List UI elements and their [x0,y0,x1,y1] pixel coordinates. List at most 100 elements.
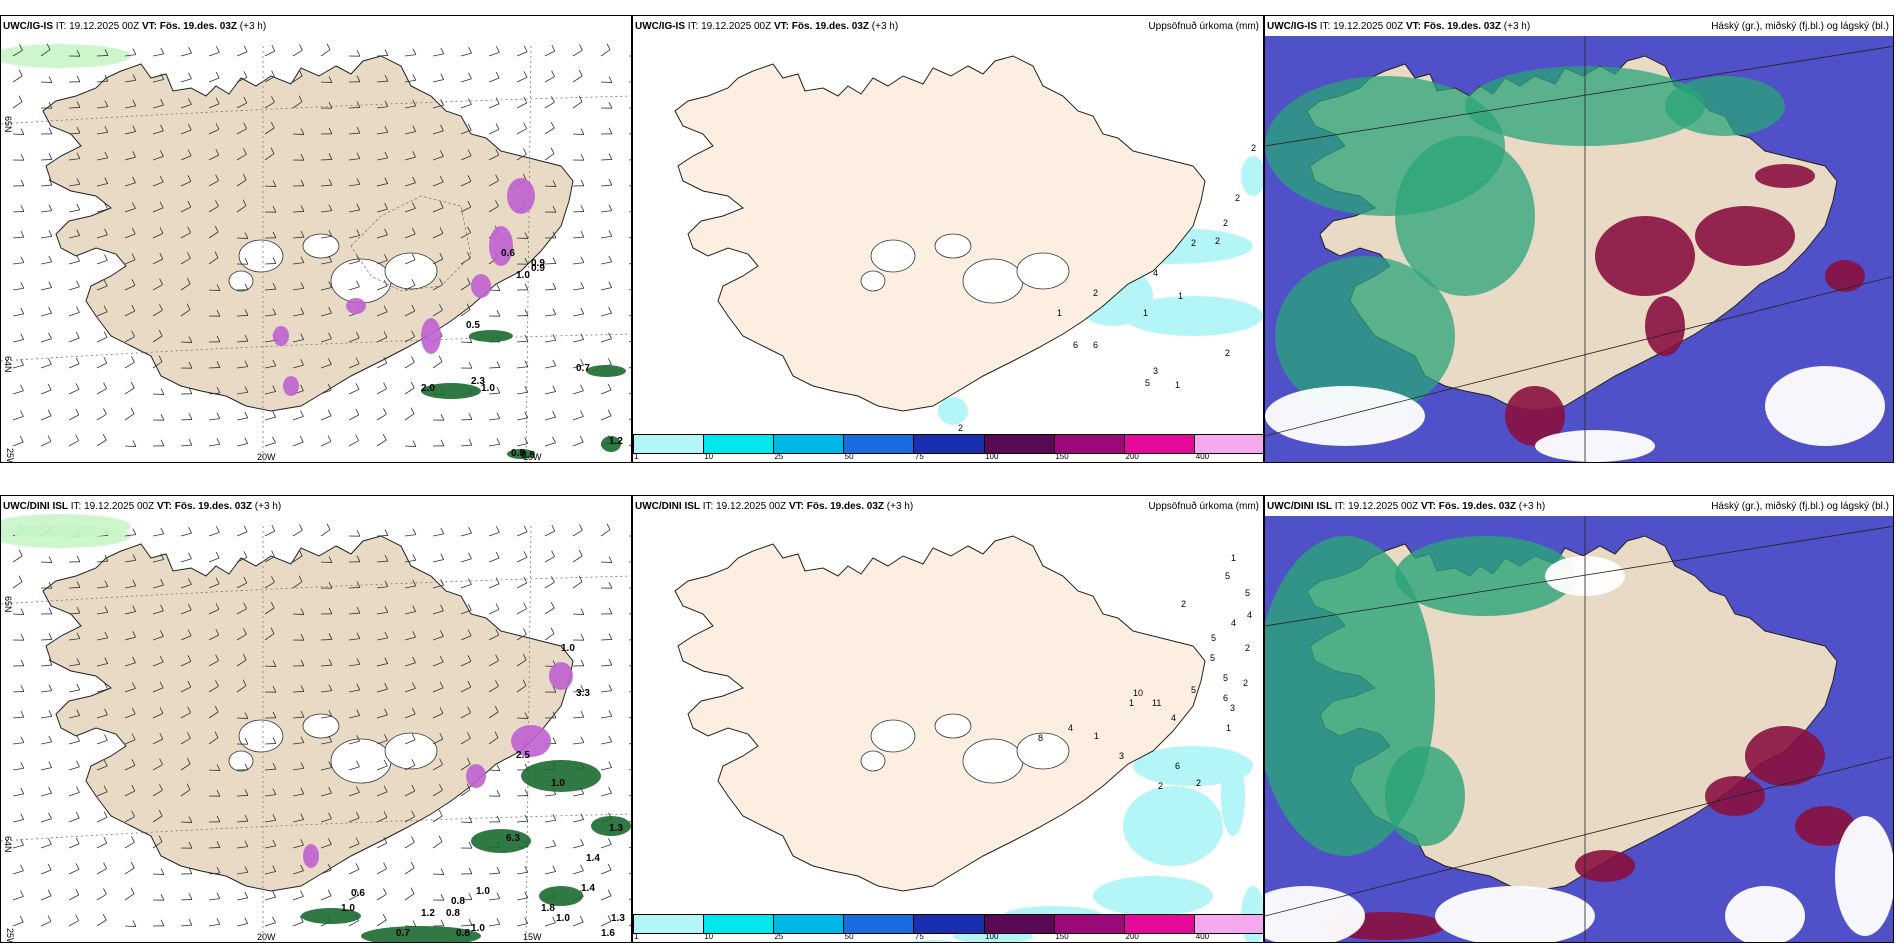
wind-barb-shaft [432,584,444,589]
wind-barb-shaft [152,104,164,109]
wind-barb-feather [579,44,583,51]
precip-value-label: 2 [1196,778,1201,788]
wind-barb-shaft [208,872,220,875]
wind-barb-shaft [180,129,192,135]
wind-barb-feather [75,888,80,896]
wind-barb-shaft [96,208,108,213]
wind-barb-feather [551,524,556,532]
wind-barb-feather [355,811,360,819]
panel-header: UWC/IG-IS IT: 19.12.2025 00Z VT: Fös. 19… [1267,21,1530,32]
wind-barb-feather [214,251,219,258]
wind-barb-shaft [516,795,529,797]
wind-barb-feather [299,435,304,443]
colorbar-tick: 25 [773,932,843,942]
wind-barb-feather [215,174,219,181]
wind-barb-feather [578,575,583,582]
wind-barb-feather [328,684,333,691]
wind-barb-feather [187,252,191,259]
precip-value-label: 1 [1175,380,1180,390]
wind-barb-shaft [516,871,528,875]
wind-barb-feather [440,630,444,637]
wind-barb-shaft [628,185,631,187]
wind-barb-feather [551,96,555,103]
colorbar-segment [844,915,915,933]
wind-barb-shaft [544,263,557,265]
wind-barb-feather [468,842,473,849]
wind-label: 1.6 [601,928,615,939]
wind-barb-shaft [208,418,220,421]
wind-barb-feather [188,842,193,849]
lead-time: (+3 h) [239,21,267,32]
low-cloud [1575,850,1635,882]
wind-barb-shaft [292,287,304,291]
wind-barb-feather [468,918,473,926]
wind-barb-shaft [264,530,275,537]
wind-barb-feather [244,840,249,847]
wind-barb-feather [580,813,585,820]
wind-barb-shaft [376,611,388,615]
wind-barb-shaft [348,689,360,693]
wind-barb-shaft [264,391,276,395]
wind-barb-shaft [600,715,612,719]
wind-barb-feather [272,814,277,821]
wind-barb-shaft [236,391,248,395]
wind-label: 6.3 [506,833,520,844]
wind-barb-shaft [404,867,415,875]
wind-barb-shaft [460,78,472,83]
wind-barb-feather [524,309,529,316]
wind-barb-shaft [376,439,387,447]
wind-barb-feather [188,336,193,343]
wind-barb-feather [132,682,136,689]
wind-barb-feather [215,200,219,207]
colorbar-tick-label: 50 [844,932,854,941]
wind-barb-shaft [96,285,108,291]
precip-value-label: 11 [1152,698,1161,708]
colorbar-segment [1054,915,1125,933]
wind-barb-feather [103,888,107,895]
wind-barb-shaft [180,821,193,823]
wind-barb-feather [131,330,135,337]
wind-barb-feather [300,307,305,315]
wind-barb-feather [495,680,499,687]
colorbar-tick-label: 1 [634,932,639,941]
colorbar-tick-label: 10 [704,452,714,461]
wind-barb-feather [384,254,388,261]
wind-barb-shaft [292,767,304,771]
wind-barb-shaft [572,416,584,421]
glacier [934,233,972,259]
wind-barb-feather [356,734,360,742]
wind-barb-shaft [40,639,53,641]
wind-barb-shaft [376,208,388,213]
wind-barb-shaft [516,582,527,589]
wind-barb-shaft [320,529,331,537]
precip-value-label: 4 [1153,268,1158,278]
wind-barb-feather [188,46,192,54]
wind-barb-shaft [124,259,136,265]
wind-barb-feather [327,435,332,442]
wind-barb-shaft [544,153,555,161]
wind-barb-shaft [236,417,248,421]
wind-barb-feather [244,411,249,419]
wind-barb-feather [104,682,108,690]
wind-barb-shaft [180,686,191,693]
wind-barb-shaft [628,820,631,823]
rain-area [586,365,626,377]
wind-barb-shaft [544,922,556,927]
wind-barb-feather [328,76,333,83]
wind-barb-feather [300,205,305,212]
wind-barb-feather [48,76,53,83]
wind-barb-feather [384,554,389,562]
lat-line [1,575,631,605]
wind-barb-shaft [208,128,220,135]
wind-barb-shaft [292,133,305,135]
wind-barb-feather [271,524,276,532]
wind-barb-shaft [96,842,107,849]
wind-barb-shaft [404,54,416,57]
precip-value-label: 5 [1223,673,1228,683]
valid-time: Fös. 19.des. 03Z [174,501,253,512]
wind-barb-feather [48,153,53,160]
wind-barb-shaft [600,869,612,875]
wind-barb-feather [412,99,417,107]
wind-barb-shaft [376,740,388,745]
